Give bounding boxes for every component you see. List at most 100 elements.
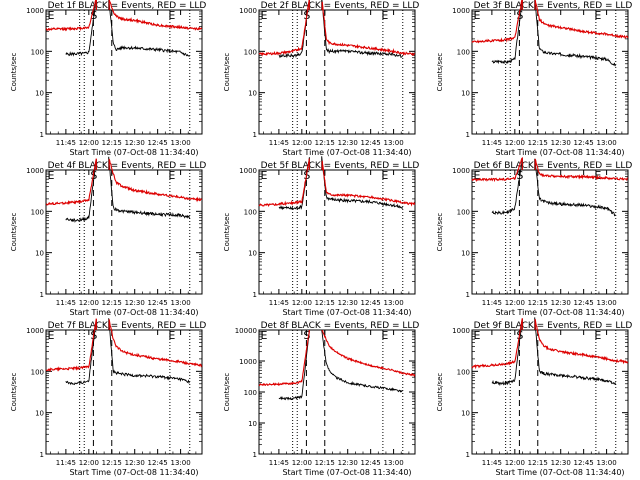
series-lld-line — [534, 0, 629, 39]
x-tick-label: 12:30 — [551, 299, 571, 307]
x-axis-label: Start Time (07-Oct-08 11:34:40) — [495, 468, 624, 477]
chart-6: Det 6f BLACK = Events, RED = LLD Counts/s… — [436, 156, 633, 317]
chart-title: Det 1f BLACK = Events, RED = LLD — [48, 1, 207, 11]
series-lld-line — [258, 0, 310, 57]
chart-8: Det 8f BLACK = Events, RED = LLD Counts/s… — [223, 321, 419, 477]
series-lld-line — [258, 158, 310, 207]
chart-title: Det 8f BLACK = Events, RED = LLD — [261, 321, 420, 331]
x-tick-label: 12:00 — [292, 459, 312, 467]
series-lld-line — [321, 160, 416, 207]
marker-label-e: E — [168, 9, 175, 22]
x-tick-label: 12:00 — [79, 299, 99, 307]
x-tick-label: 12:00 — [292, 139, 312, 147]
x-tick-label: 12:30 — [125, 139, 145, 147]
y-axis-label: Counts/sec — [436, 213, 444, 252]
x-tick-label: 12:30 — [551, 139, 571, 147]
x-tick-label: 13:00 — [596, 459, 616, 467]
x-tick-label: 12:00 — [79, 459, 99, 467]
plot-frame — [258, 329, 416, 455]
x-tick-label: 12:15 — [528, 459, 548, 467]
series-events-line — [278, 330, 310, 401]
y-axis-label: Counts/sec — [10, 53, 18, 92]
chart-title: Det 4f BLACK = Events, RED = LLD — [48, 161, 207, 171]
chart-title: Det 9f BLACK = Events, RED = LLD — [474, 321, 633, 331]
chart-title: Det 6f BLACK = Events, RED = LLD — [474, 161, 633, 171]
series-lld-line — [321, 330, 416, 378]
marker-label-e: E — [381, 329, 388, 342]
series-events-line — [534, 317, 616, 386]
y-tick-label: 10000 — [235, 327, 257, 335]
series-lld-line — [471, 0, 523, 44]
plot-frame — [45, 9, 203, 135]
marker-label-s: S — [303, 329, 310, 342]
chart-2: Det 2f BLACK = Events, RED = LLD Counts/s… — [223, 0, 419, 157]
series-events-line — [65, 0, 97, 57]
y-tick-label: 1 — [466, 291, 470, 299]
x-tick-label: 12:00 — [79, 139, 99, 147]
x-tick-label: 13:00 — [383, 299, 403, 307]
x-tick-label: 12:15 — [315, 459, 335, 467]
y-tick-label: 10 — [35, 90, 44, 98]
x-tick-label: 12:15 — [315, 299, 335, 307]
x-tick-label: 12:45 — [361, 139, 381, 147]
marker-label-s: S — [516, 9, 523, 22]
series-events-line — [65, 319, 97, 386]
plot-frame — [471, 169, 629, 295]
x-tick-label: 12:30 — [125, 459, 145, 467]
series-events-line — [534, 0, 616, 67]
x-axis-label: Start Time (07-Oct-08 11:34:40) — [282, 308, 411, 317]
series-events-line — [321, 156, 403, 209]
y-tick-label: 1 — [40, 451, 44, 459]
series-events-line — [491, 0, 523, 65]
x-tick-label: 11:45 — [482, 459, 502, 467]
series-events-line — [321, 0, 403, 58]
y-axis-label: Counts/sec — [436, 373, 444, 412]
x-axis-label: Start Time (07-Oct-08 11:34:40) — [282, 468, 411, 477]
x-axis-label: Start Time (07-Oct-08 11:34:40) — [69, 468, 198, 477]
marker-label-e: E — [261, 329, 268, 342]
x-axis-label: Start Time (07-Oct-08 11:34:40) — [495, 148, 624, 157]
y-tick-label: 100 — [244, 48, 257, 56]
y-tick-label: 1000 — [239, 358, 257, 366]
series-lld-line — [108, 319, 203, 368]
plot-frame — [471, 329, 629, 455]
y-axis-label: Counts/sec — [223, 373, 231, 412]
plot-frame — [258, 9, 416, 135]
chart-9: Det 9f BLACK = Events, RED = LLD Counts/s… — [436, 317, 632, 477]
series-events-line — [108, 0, 190, 57]
marker-label-e: E — [48, 169, 55, 182]
x-tick-label: 12:45 — [574, 299, 594, 307]
series-events-line — [65, 159, 97, 223]
x-tick-label: 13:00 — [383, 459, 403, 467]
plot-frame — [471, 9, 629, 135]
marker-label-e: E — [381, 169, 388, 182]
plot-frame — [45, 169, 203, 295]
y-tick-label: 100 — [31, 208, 44, 216]
x-tick-label: 12:00 — [505, 459, 525, 467]
x-tick-label: 12:45 — [574, 139, 594, 147]
series-lld-line — [108, 158, 203, 203]
x-tick-label: 13:00 — [170, 139, 190, 147]
series-events-line — [491, 318, 523, 387]
chart-title: Det 3f BLACK = Events, RED = LLD — [474, 1, 633, 11]
y-tick-label: 1000 — [26, 327, 44, 335]
y-tick-label: 1 — [253, 291, 257, 299]
y-tick-label: 1000 — [239, 167, 257, 175]
x-tick-label: 12:00 — [292, 299, 312, 307]
x-tick-label: 12:30 — [338, 459, 358, 467]
marker-label-e: E — [474, 169, 481, 182]
y-tick-label: 10 — [248, 250, 257, 258]
plot-frame — [258, 169, 416, 295]
marker-label-e: E — [261, 9, 268, 22]
y-tick-label: 1000 — [452, 7, 470, 15]
series-lld-line — [471, 156, 523, 183]
series-events-line — [321, 330, 403, 393]
series-events-line — [491, 158, 523, 215]
x-axis-label: Start Time (07-Oct-08 11:34:40) — [69, 148, 198, 157]
x-tick-label: 13:00 — [596, 139, 616, 147]
x-tick-label: 12:45 — [574, 459, 594, 467]
x-tick-label: 12:15 — [102, 299, 122, 307]
x-tick-label: 12:30 — [338, 299, 358, 307]
y-tick-label: 1000 — [452, 327, 470, 335]
